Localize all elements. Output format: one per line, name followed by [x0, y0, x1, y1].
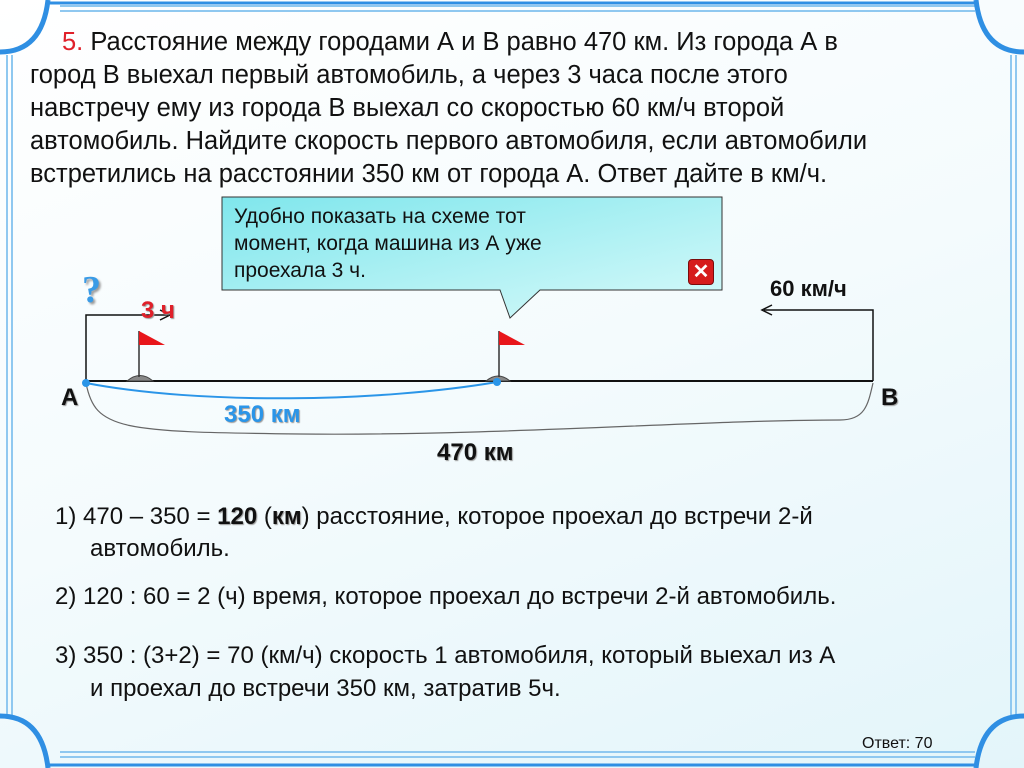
meet-distance-label: 350 км	[224, 401, 301, 428]
total-distance-label: 470 км	[437, 439, 514, 466]
solution-step-2: 2) 120 : 60 = 2 (ч) время, которое проех…	[55, 583, 837, 610]
solution-step-3: 3) 350 : (3+2) = 70 (км/ч) скорость 1 ав…	[55, 642, 836, 669]
problem-line-3: навстречу ему из города В выехал со скор…	[30, 94, 785, 122]
total-distance-arc	[85, 382, 874, 435]
car-a-icon	[125, 375, 155, 382]
solution-step-1-line-2: автомобиль.	[90, 535, 230, 562]
problem-number: 5.	[62, 28, 84, 56]
city-a-label: А	[61, 384, 79, 411]
flag-icon	[498, 331, 525, 377]
time-label: 3 ч	[141, 297, 175, 324]
close-x-icon[interactable]: ✕	[688, 259, 714, 285]
problem-line-2: город В выехал первый автомобиль, а чере…	[30, 61, 788, 89]
speed-arrow	[764, 309, 874, 381]
time-arrow	[85, 314, 168, 381]
answer: Ответ: 70	[862, 735, 933, 752]
solution-step-1: 1) 470 – 350 = 120 (км) расстояние, кото…	[55, 503, 813, 530]
problem-line-4: автомобиль. Найдите скорость первого авт…	[30, 127, 868, 155]
meet-point	[493, 378, 501, 386]
callout-text: Удобно показать на схеме тот момент, ког…	[234, 205, 542, 282]
meet-distance-arc	[85, 381, 498, 400]
flag-icon	[138, 331, 165, 377]
speed-label: 60 км/ч	[770, 276, 847, 301]
problem-line-5: встретились на расстоянии 350 км от горо…	[30, 160, 828, 188]
solution-step-3-line-2: и проехал до встречи 350 км, затратив 5ч…	[90, 675, 561, 702]
problem-line-1: 5. Расстояние между городами А и В равно…	[62, 28, 838, 56]
city-b-label: В	[881, 384, 899, 411]
point-a	[82, 379, 90, 387]
question-mark: ?	[82, 269, 101, 311]
